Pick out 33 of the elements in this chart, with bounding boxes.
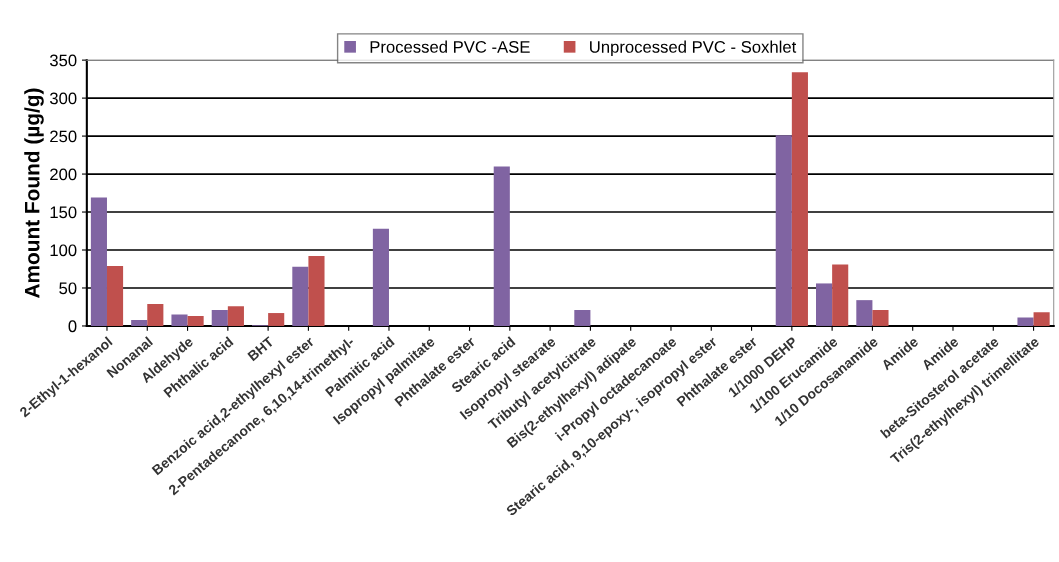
bar	[574, 310, 591, 326]
bar	[211, 310, 228, 326]
bar	[171, 314, 188, 326]
bar	[131, 319, 148, 326]
y-tick-label: 0	[68, 320, 77, 333]
bar	[1033, 312, 1050, 326]
bar	[775, 135, 792, 326]
legend-label: Processed PVC -ASE	[370, 40, 530, 53]
bar	[1017, 317, 1034, 326]
bar	[816, 283, 833, 326]
bar	[147, 303, 164, 326]
bar	[832, 264, 849, 326]
bar	[791, 72, 808, 326]
y-axis-title: Amount Found (µg/g)	[24, 88, 44, 299]
bar	[292, 266, 309, 326]
bar	[106, 265, 124, 326]
bar	[308, 256, 325, 326]
bar	[268, 313, 285, 326]
y-tick-label: 200	[50, 168, 77, 181]
y-tick-label: 350	[49, 54, 77, 67]
y-tick-label: 300	[49, 92, 77, 105]
legend-label: Unprocessed PVC - Soxhlet	[590, 40, 797, 57]
y-tick-label: 50	[59, 282, 77, 295]
bar	[187, 316, 204, 326]
bar	[493, 166, 510, 326]
y-tick-label: 150	[50, 206, 77, 219]
bar	[90, 197, 107, 326]
bar	[227, 306, 244, 326]
y-tick-label: 250	[50, 130, 77, 143]
bar	[856, 300, 873, 326]
bar	[872, 310, 889, 326]
bar	[372, 228, 389, 326]
y-tick-label: 100	[50, 244, 77, 257]
